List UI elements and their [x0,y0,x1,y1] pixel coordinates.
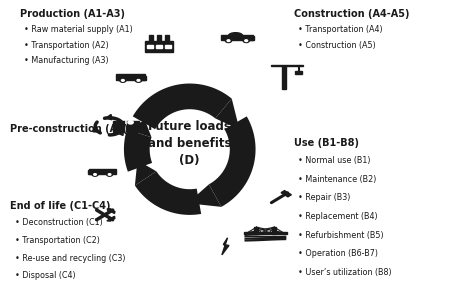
Bar [156,45,162,48]
Text: • Manufacturing (A3): • Manufacturing (A3) [24,56,109,65]
Text: • Raw material supply (A1): • Raw material supply (A1) [24,25,133,34]
Ellipse shape [228,33,243,39]
Bar [221,35,253,40]
Circle shape [225,39,232,42]
Text: • Operation (B6-B7): • Operation (B6-B7) [299,249,378,258]
Text: Construction (A4-A5): Construction (A4-A5) [294,9,409,19]
Polygon shape [222,238,229,255]
Bar [135,76,146,80]
Circle shape [137,79,140,81]
Polygon shape [188,184,221,207]
Circle shape [128,121,133,124]
Text: Production (A1-A3): Production (A1-A3) [19,9,125,19]
Circle shape [107,173,112,176]
Bar [282,65,286,89]
Bar [244,36,254,40]
Bar [149,35,153,42]
Text: • Refurbishment (B5): • Refurbishment (B5) [299,231,384,240]
Circle shape [92,173,98,176]
Polygon shape [135,171,201,215]
Bar [126,121,139,132]
Text: • Maintenance (B2): • Maintenance (B2) [299,175,377,184]
Polygon shape [135,160,156,185]
Text: • Repair (B3): • Repair (B3) [299,193,351,203]
Polygon shape [281,191,292,197]
Polygon shape [215,99,239,129]
Polygon shape [127,120,152,137]
Circle shape [121,79,124,81]
Text: • Transportation (A2): • Transportation (A2) [24,41,109,50]
Text: • Normal use (B1): • Normal use (B1) [299,156,371,165]
Text: • Deconstruction (C1): • Deconstruction (C1) [15,218,103,227]
Bar [88,170,98,174]
Circle shape [120,79,126,82]
Circle shape [108,174,111,175]
Polygon shape [107,216,115,221]
Bar [244,232,287,234]
Bar [157,35,161,42]
Text: • Transportation (C2): • Transportation (C2) [15,236,100,245]
Text: Use (B1-B8): Use (B1-B8) [294,138,359,148]
Text: • User’s utilization (B8): • User’s utilization (B8) [299,268,392,277]
Polygon shape [133,84,232,129]
Bar [89,169,116,174]
Bar [271,65,282,66]
Text: • Re-use and recycling (C3): • Re-use and recycling (C3) [15,254,125,263]
Polygon shape [209,116,255,207]
Text: • Disposal (C4): • Disposal (C4) [15,272,75,280]
Polygon shape [107,209,115,214]
Circle shape [243,39,249,42]
Bar [113,121,126,132]
Circle shape [136,79,142,82]
Bar [295,71,301,74]
Bar [282,65,303,66]
Text: • Construction (A5): • Construction (A5) [299,41,376,50]
Bar [147,45,153,48]
Text: Pre-construction (A0): Pre-construction (A0) [10,123,128,133]
Bar [272,227,276,234]
Text: • Replacement (B4): • Replacement (B4) [299,212,378,221]
Text: Future loads
and benefits
(D): Future loads and benefits (D) [148,120,231,167]
Polygon shape [124,130,152,172]
Text: End of life (C1-C4): End of life (C1-C4) [10,201,110,211]
Text: • Transportation (A4): • Transportation (A4) [299,25,383,34]
Circle shape [245,40,247,42]
Bar [117,74,145,80]
Circle shape [227,40,230,42]
Circle shape [94,174,96,175]
Bar [145,41,173,52]
Bar [165,45,171,48]
Bar [255,227,258,234]
Bar [165,35,169,42]
